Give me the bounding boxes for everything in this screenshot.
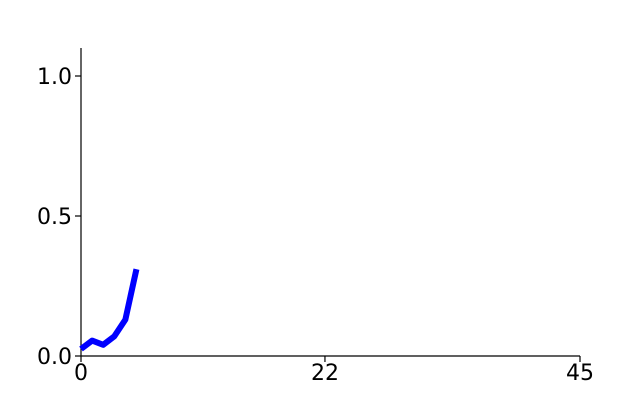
series-line [79, 268, 140, 352]
x-ticks: 0 22 45 [74, 356, 594, 386]
y-tick-label: 0.0 [37, 345, 72, 370]
x-tick-label: 22 [311, 361, 339, 386]
axes [80, 48, 580, 357]
x-tick-label: 45 [566, 361, 594, 386]
series-layer [79, 268, 140, 352]
y-tick-label: 1.0 [37, 65, 72, 90]
y-ticks: 0.0 0.5 1.0 [37, 65, 81, 370]
y-tick-label: 0.5 [37, 205, 72, 230]
x-tick-label: 0 [74, 361, 88, 386]
